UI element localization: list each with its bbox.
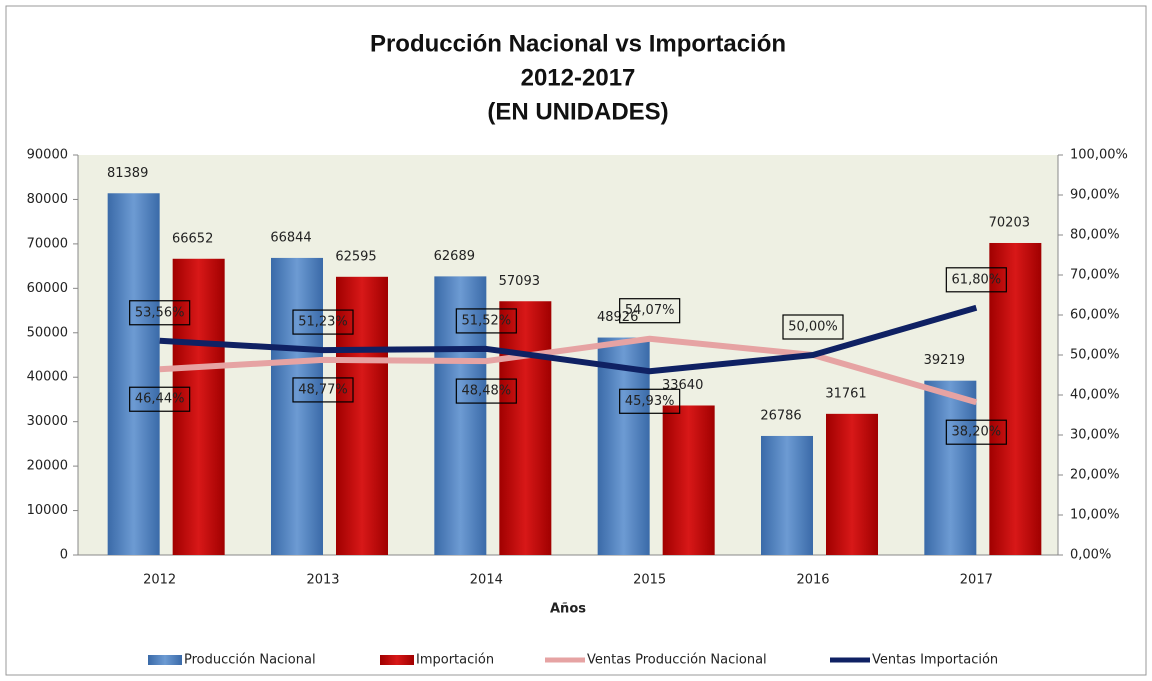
y-tick-label: 80000: [27, 192, 68, 207]
data-label: 46,44%: [135, 392, 185, 407]
bar-label: 70203: [989, 215, 1030, 230]
data-label: 50,00%: [788, 320, 838, 335]
data-label-box: [782, 314, 844, 340]
legend-label: Importación: [416, 653, 494, 668]
bar: [989, 242, 1042, 555]
bar-label: 31761: [825, 386, 866, 401]
data-label-box: [619, 388, 681, 414]
data-label: 38,20%: [952, 425, 1002, 440]
bar-label: 39219: [924, 353, 965, 368]
data-label: 51,52%: [462, 313, 512, 328]
data-label-box: [455, 308, 517, 334]
bar-label: 48926: [597, 310, 638, 325]
data-label-box: [129, 300, 191, 326]
bar: [924, 380, 977, 555]
plot-area: [78, 155, 1058, 555]
data-label-box: [619, 298, 681, 324]
data-label: 48,77%: [298, 382, 348, 397]
data-label-box: [945, 419, 1007, 445]
line: [159, 304, 978, 375]
x-tick-label: 2012: [143, 573, 176, 588]
y-tick-label: 20000: [27, 459, 68, 474]
y-tick-label: 90000: [27, 148, 68, 163]
y2-tick-label: 20,00%: [1070, 468, 1120, 483]
bar: [336, 276, 388, 555]
x-tick-label: 2013: [306, 573, 339, 588]
y-tick-label: 10000: [27, 503, 68, 518]
bar-label: 57093: [499, 274, 540, 289]
y2-tick-label: 50,00%: [1070, 348, 1120, 363]
chart-title: Producción Nacional vs Importación: [370, 30, 786, 57]
y-tick-label: 0: [60, 548, 68, 563]
y2-tick-label: 70,00%: [1070, 268, 1120, 283]
bar-label: 33640: [662, 378, 703, 393]
x-axis-label: Años: [550, 602, 586, 617]
x-tick-label: 2014: [470, 573, 503, 588]
data-label: 54,07%: [625, 303, 675, 318]
data-label: 48,48%: [462, 384, 512, 399]
y2-tick-label: 100,00%: [1070, 148, 1128, 163]
x-tick-label: 2017: [960, 573, 993, 588]
bar-label: 66844: [270, 230, 311, 245]
y2-tick-label: 90,00%: [1070, 188, 1120, 203]
data-label-box: [455, 378, 517, 404]
chart-subtitle: 2012-2017: [521, 64, 636, 91]
data-label-box: [292, 377, 354, 403]
legend-swatch: [148, 655, 182, 665]
bar: [597, 337, 650, 555]
data-label: 45,93%: [625, 394, 675, 409]
bar: [107, 193, 160, 555]
bar: [662, 405, 715, 555]
y-tick-label: 50000: [27, 325, 68, 340]
y-tick-label: 70000: [27, 236, 68, 251]
data-label-box: [129, 386, 191, 412]
legend-label: Producción Nacional: [184, 653, 316, 668]
y2-tick-label: 60,00%: [1070, 308, 1120, 323]
legend-swatch: [380, 655, 414, 665]
data-label: 61,80%: [952, 272, 1002, 287]
legend-label: Ventas Producción Nacional: [587, 653, 767, 668]
bar-label: 81389: [107, 166, 148, 181]
y2-tick-label: 30,00%: [1070, 428, 1120, 443]
data-label-box: [292, 309, 354, 335]
y-tick-label: 30000: [27, 414, 68, 429]
y-tick-label: 60000: [27, 281, 68, 296]
bar: [761, 435, 813, 555]
bar: [826, 413, 878, 555]
x-tick-label: 2015: [633, 573, 666, 588]
data-label-box: [945, 267, 1007, 293]
bar-label: 66652: [172, 231, 213, 246]
bar: [271, 257, 323, 555]
chart-subtitle: (EN UNIDADES): [487, 98, 668, 125]
bar: [434, 276, 487, 555]
bar-label: 62595: [335, 249, 376, 264]
bar: [172, 258, 225, 555]
bar-label: 62689: [434, 249, 475, 264]
legend-label: Ventas Importación: [872, 653, 998, 668]
y-tick-label: 40000: [27, 370, 68, 385]
x-tick-label: 2016: [796, 573, 829, 588]
y2-tick-label: 0,00%: [1070, 548, 1111, 563]
y2-tick-label: 10,00%: [1070, 508, 1120, 523]
line: [159, 335, 978, 406]
bar: [499, 301, 552, 555]
data-label: 53,56%: [135, 305, 185, 320]
bar-label: 26786: [760, 408, 801, 423]
data-label: 51,23%: [298, 315, 348, 330]
y2-tick-label: 80,00%: [1070, 228, 1120, 243]
y2-tick-label: 40,00%: [1070, 388, 1120, 403]
